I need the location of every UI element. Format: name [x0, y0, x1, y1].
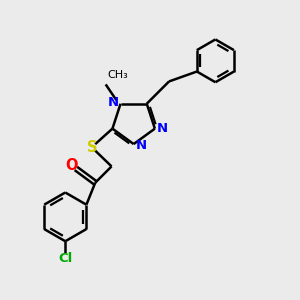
Text: O: O	[65, 158, 78, 173]
Text: N: N	[157, 122, 168, 135]
Text: S: S	[87, 140, 98, 154]
Text: N: N	[108, 96, 119, 109]
Text: N: N	[136, 139, 147, 152]
Text: CH₃: CH₃	[107, 70, 128, 80]
Text: Cl: Cl	[58, 252, 72, 265]
